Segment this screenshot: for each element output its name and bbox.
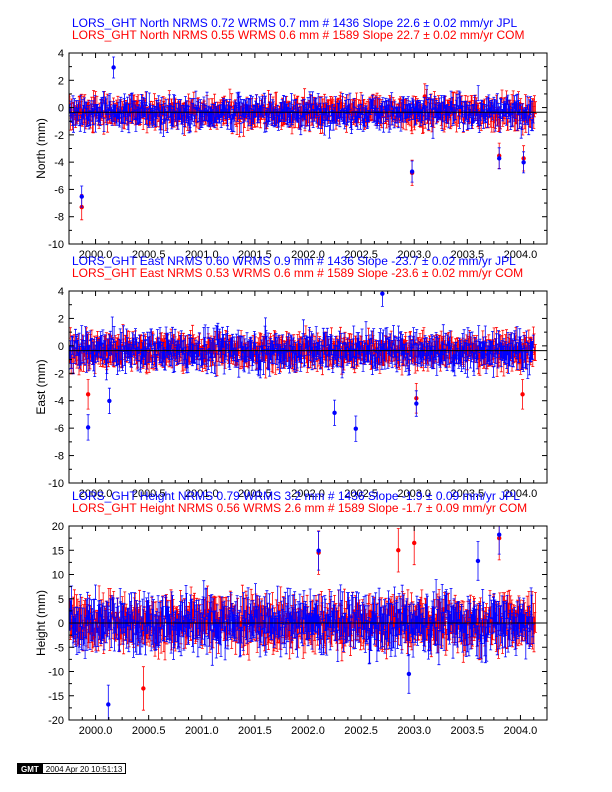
point-jpl-3 (497, 156, 502, 161)
y-tick-label: 0 (58, 341, 64, 353)
x-tick-label: 2000.0 (79, 725, 113, 737)
point-jpl-3 (497, 532, 502, 537)
x-tick-label: 2001.5 (238, 488, 272, 500)
x-tick-label: 2003.0 (397, 725, 431, 737)
point-jpl-4 (406, 671, 412, 677)
point-jpl-2 (316, 548, 321, 553)
x-tick-label: 2002.5 (344, 725, 378, 737)
panel-1: LORS_GHT North NRMS 0.72 WRMS 0.7 mm # 1… (34, 16, 548, 261)
x-tick-label: 2001.0 (185, 725, 219, 737)
plot-timestamp: 2004 Apr 20 10:51:13 (42, 763, 127, 774)
point-com-2 (520, 392, 525, 397)
y-axis-label: East (mm) (34, 359, 48, 414)
x-tick-label: 2004.0 (504, 725, 538, 737)
y-tick-label: 4 (58, 286, 64, 298)
y-tick-label: -8 (54, 212, 64, 224)
x-tick-label: 2001.5 (238, 725, 272, 737)
y-tick-label: 20 (52, 521, 64, 533)
x-tick-label: 2003.0 (397, 488, 431, 500)
x-tick-label: 2001.0 (185, 488, 219, 500)
point-jpl-2 (107, 398, 112, 404)
y-tick-label: 0 (58, 103, 64, 115)
panel-header-1: LORS_GHT Height NRMS 0.79 WRMS 3.2 mm # … (72, 489, 520, 503)
y-tick-label: 5 (58, 594, 64, 606)
panel-3: LORS_GHT Height NRMS 0.79 WRMS 3.2 mm # … (34, 489, 548, 737)
gmt-stamp: GMT 2004 Apr 20 10:51:13 (17, 763, 127, 774)
point-jpl-4 (521, 160, 526, 165)
y-tick-label: -6 (54, 423, 64, 435)
x-tick-label: 2000.0 (79, 249, 113, 261)
y-axis-label: Height (mm) (34, 590, 48, 656)
x-tick-label: 2003.5 (451, 725, 485, 737)
y-tick-label: -2 (54, 130, 64, 142)
y-tick-label: -6 (54, 184, 64, 196)
x-tick-label: 2002.5 (344, 488, 378, 500)
y-tick-label: 4 (58, 48, 64, 60)
plot-frame (68, 52, 548, 245)
x-tick-label: 2004.0 (504, 249, 538, 261)
y-tick-label: -10 (48, 478, 64, 490)
point-com-1 (85, 392, 91, 397)
y-tick-label: 0 (58, 618, 64, 630)
point-com-5 (141, 686, 146, 691)
y-tick-label: 10 (52, 570, 64, 582)
x-tick-label: 2003.0 (397, 249, 431, 261)
y-tick-label: -10 (48, 239, 64, 251)
x-tick-label: 2002.5 (344, 249, 378, 261)
y-tick-label: -10 (48, 667, 64, 679)
point-jpl-5 (111, 65, 116, 70)
panel-header-2: LORS_GHT Height NRMS 0.56 WRMS 2.6 mm # … (72, 501, 527, 515)
y-tick-label: -15 (48, 691, 64, 703)
panel-header-2: LORS_GHT North NRMS 0.55 WRMS 0.6 mm # 1… (72, 28, 525, 42)
point-jpl-4 (353, 426, 358, 431)
point-jpl-6 (380, 291, 385, 296)
y-tick-label: -4 (54, 157, 64, 169)
y-tick-label: 2 (58, 313, 64, 325)
x-tick-label: 2002.0 (291, 725, 325, 737)
x-tick-label: 2002.0 (291, 488, 325, 500)
data-layer (69, 56, 537, 221)
x-tick-label: 2001.0 (185, 249, 219, 261)
y-tick-label: 15 (52, 545, 64, 557)
x-tick-label: 2000.0 (79, 488, 113, 500)
point-jpl-5 (414, 401, 419, 406)
point-jpl-3 (332, 410, 337, 416)
panel-header-1: LORS_GHT North NRMS 0.72 WRMS 0.7 mm # 1… (72, 16, 518, 30)
y-tick-label: 2 (58, 75, 64, 87)
x-tick-label: 2002.0 (291, 249, 325, 261)
y-axis-label: North (mm) (34, 118, 48, 179)
x-tick-label: 2004.0 (504, 488, 538, 500)
y-tick-label: -5 (54, 642, 64, 654)
x-tick-label: 2000.5 (132, 249, 166, 261)
y-tick-label: -2 (54, 368, 64, 380)
x-tick-label: 2003.5 (451, 249, 485, 261)
x-tick-label: 2000.5 (132, 725, 166, 737)
point-jpl-2 (409, 169, 415, 174)
gmt-logo: GMT (17, 763, 43, 774)
point-jpl-1 (85, 425, 91, 430)
x-tick-label: 2003.5 (451, 488, 485, 500)
panel-header-2: LORS_GHT East NRMS 0.53 WRMS 0.6 mm # 15… (72, 266, 523, 280)
point-com-4 (396, 548, 401, 553)
y-tick-label: -8 (54, 451, 64, 463)
point-jpl-1 (106, 702, 111, 707)
series-jpl (69, 526, 535, 720)
point-com-4 (422, 94, 428, 99)
data-layer (69, 291, 537, 442)
plot-frame (68, 290, 548, 484)
y-tick-label: -4 (54, 396, 64, 408)
panel-2: LORS_GHT East NRMS 0.60 WRMS 0.9 mm # 14… (34, 254, 548, 500)
panel-header-1: LORS_GHT East NRMS 0.60 WRMS 0.9 mm # 14… (72, 254, 516, 268)
x-tick-label: 2001.5 (238, 249, 272, 261)
point-com-3 (412, 540, 417, 546)
y-tick-label: -20 (48, 715, 64, 727)
x-tick-label: 2000.5 (132, 488, 166, 500)
point-jpl-1 (79, 194, 84, 199)
error-bars-jpl (69, 526, 535, 720)
point-jpl-5 (475, 558, 481, 564)
data-layer (69, 526, 537, 720)
